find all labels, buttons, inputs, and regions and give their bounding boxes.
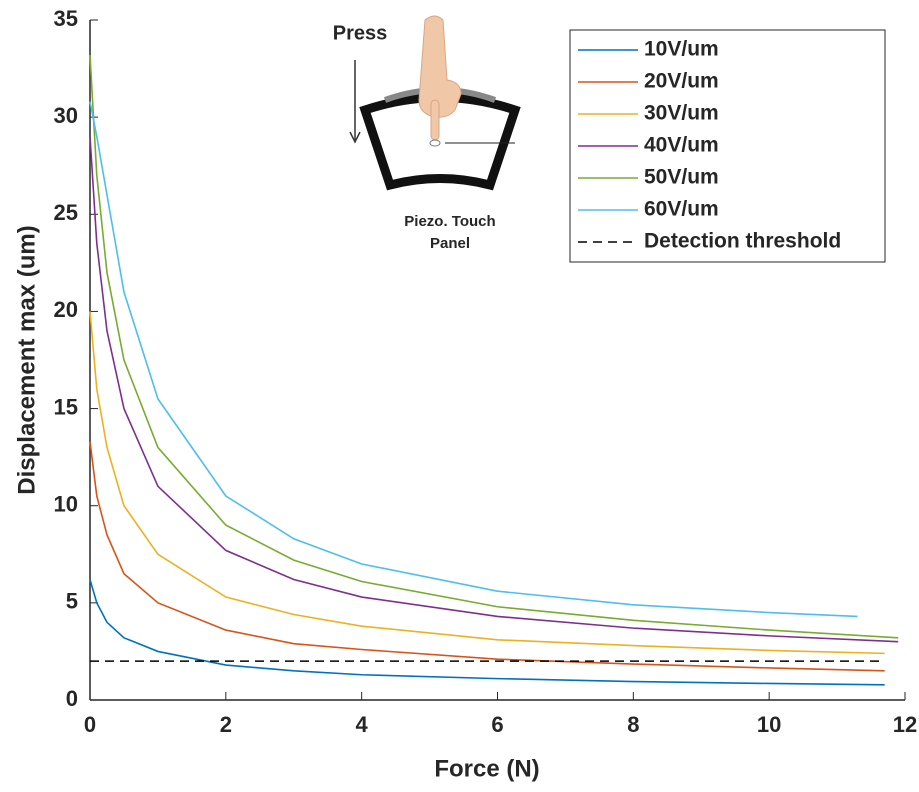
- inset-illustration: Press Piezo. Touch Panel: [333, 15, 521, 252]
- finger: [418, 15, 462, 118]
- x-tick-label: 10: [757, 712, 781, 737]
- legend-label: Detection threshold: [644, 230, 841, 253]
- finger-tip: [430, 99, 440, 141]
- press-arrowhead: [349, 131, 361, 144]
- y-axis-label: Displacement max (um): [13, 225, 40, 494]
- y-tick-label: 20: [54, 297, 78, 322]
- x-tick-label: 0: [84, 712, 96, 737]
- series-line: [89, 54, 899, 639]
- legend-label: 20V/um: [644, 70, 719, 93]
- y-tick-label: 10: [54, 492, 78, 517]
- y-tick-label: 15: [54, 394, 78, 419]
- x-tick-label: 2: [220, 712, 232, 737]
- x-tick-label: 12: [893, 712, 917, 737]
- inset-caption: Piezo. Touch: [404, 213, 495, 230]
- y-tick-label: 25: [54, 200, 78, 225]
- series-line: [89, 136, 899, 643]
- series-line: [89, 579, 885, 686]
- series-line: [89, 441, 885, 672]
- y-tick-label: 0: [66, 686, 78, 711]
- legend-label: 50V/um: [644, 166, 719, 189]
- y-tick-label: 35: [54, 6, 78, 31]
- legend-label: 10V/um: [644, 38, 719, 61]
- series-line: [89, 311, 885, 655]
- inset-caption: Panel: [430, 235, 470, 252]
- touch-panel: [359, 93, 521, 191]
- x-tick-label: 6: [491, 712, 503, 737]
- press-label: Press: [333, 22, 388, 44]
- x-tick-label: 4: [356, 712, 369, 737]
- series-line: [89, 101, 858, 618]
- x-axis-label: Force (N): [434, 755, 539, 782]
- legend-label: 60V/um: [644, 198, 719, 221]
- y-tick-label: 5: [66, 589, 78, 614]
- x-tick-label: 8: [627, 712, 639, 737]
- legend-label: 30V/um: [644, 102, 719, 125]
- legend-label: 40V/um: [644, 134, 719, 157]
- y-tick-label: 30: [54, 103, 78, 128]
- touch-point: [429, 139, 441, 147]
